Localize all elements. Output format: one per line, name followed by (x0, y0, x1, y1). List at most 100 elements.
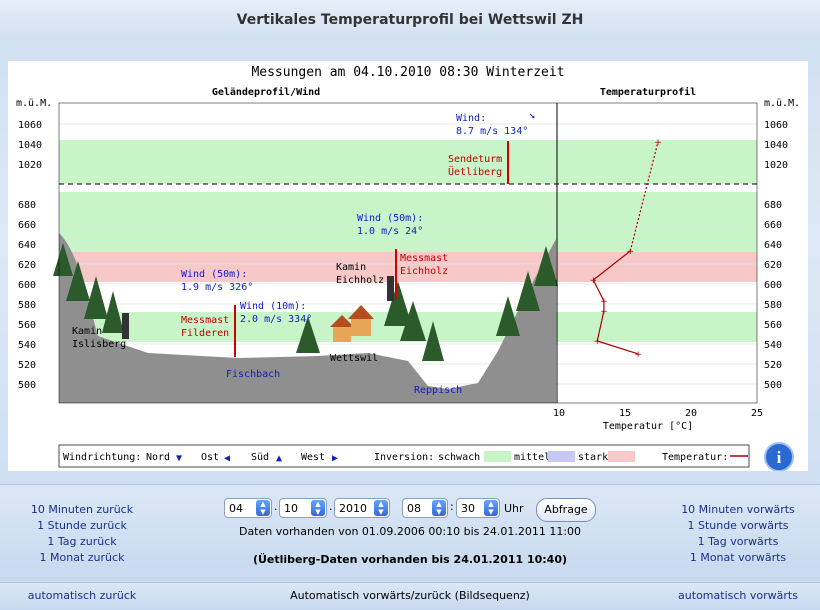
kamin-islisberg-label-1: Kamin (72, 326, 102, 337)
uetliberg-availability: (Üetliberg-Daten vorhanden bis 24.01.201… (252, 553, 568, 566)
altitude-tick-left: 600 (18, 280, 36, 291)
messmast-filderen-label-1: Messmast (181, 315, 229, 326)
back-1h-link[interactable]: 1 Stunde zurück (37, 519, 127, 532)
uhr-label: Uhr (504, 502, 524, 515)
abfrage-button[interactable]: Abfrage (536, 498, 596, 522)
altitude-tick-right: 1020 (764, 160, 788, 171)
kamin-eichholz-label-2: Eichholz (336, 275, 384, 286)
back-1m-link[interactable]: 1 Monat zurück (39, 551, 125, 564)
year-select[interactable]: 2010 ▲ ▼ (334, 498, 390, 518)
legend-mittel: mittel (514, 452, 550, 463)
altitude-tick-left: 660 (18, 220, 36, 231)
altitude-tick-left: 1020 (18, 160, 42, 171)
minute-spinner-icon: ▲ ▼ (484, 500, 498, 516)
wind50-label-1: Wind (50m): (357, 213, 423, 224)
messmast-filderen-label-2: Filderen (181, 328, 229, 339)
year-value: 2010 (339, 502, 367, 515)
legend-wind-label: Windrichtung: (63, 452, 141, 463)
availability-text: Daten vorhanden von 01.09.2006 00:10 bis… (238, 525, 582, 538)
temp-point: + (627, 247, 635, 257)
altitude-tick-right: 660 (764, 220, 782, 231)
trees (53, 243, 558, 361)
temp-tick-label: 15 (619, 408, 631, 419)
altitude-tick-left: 540 (18, 340, 36, 351)
hour-value: 08 (407, 502, 421, 515)
temp-tick-label: 10 (553, 408, 565, 419)
sendeturm-label: Sendeturm (448, 154, 502, 165)
legend-box (58, 444, 750, 468)
legend-schwach-swatch (484, 451, 511, 462)
temp-point: + (634, 350, 642, 360)
temp-segment (592, 250, 631, 281)
auto-sequence-bar: automatisch zurück Automatisch vorwärts/… (0, 582, 820, 610)
arrow-down-icon: ▼ (176, 453, 182, 464)
altitude-tick-right: 540 (764, 340, 782, 351)
wind50-label-2: Wind (50m): (181, 269, 247, 280)
reppisch-label: Reppisch (414, 385, 462, 396)
temp-point: + (590, 276, 598, 286)
temperature-axis: 10 15 20 25 (553, 408, 763, 419)
village-houses (330, 305, 374, 342)
forward-1m-link[interactable]: 1 Monat vorwärts (689, 551, 787, 564)
temp-segment (629, 141, 659, 252)
auto-forward-link[interactable]: automatisch vorwärts (678, 589, 798, 602)
kamin-islisberg-marker (122, 313, 129, 339)
month-select[interactable]: 10 ▲ ▼ (279, 498, 327, 518)
year-spinner-icon: ▲ ▼ (374, 500, 388, 516)
wind-top-label: Wind: (456, 113, 486, 124)
kamin-islisberg-label-2: Islisberg (72, 339, 126, 350)
auto-sequence-label: Automatisch vorwärts/zurück (Bildsequenz… (290, 589, 530, 602)
forward-1h-link[interactable]: 1 Stunde vorwärts (687, 519, 789, 532)
back-1d-link[interactable]: 1 Tag zurück (47, 535, 117, 548)
day-select[interactable]: 04 ▲ ▼ (224, 498, 272, 518)
temp-segment (596, 310, 605, 342)
forward-10min-link[interactable]: 10 Minuten vorwärts (681, 503, 795, 516)
wind50-values-2: 1.9 m/s 326° (181, 282, 253, 293)
wind10-label: Wind (10m): (240, 301, 306, 312)
altitude-tick-left: 640 (18, 240, 36, 251)
wind-top-values: 8.7 m/s 134° (456, 126, 528, 137)
chart-panel: Messungen am 04.10.2010 08:30 Winterzeit… (8, 61, 808, 472)
altitude-tick-right: 640 (764, 240, 782, 251)
uetliberg-label: Üetliberg (448, 165, 502, 178)
kamin-eichholz-label-1: Kamin (336, 262, 366, 273)
temperature-profile: +++++++ (590, 138, 662, 360)
hour-select[interactable]: 08 ▲ ▼ (402, 498, 448, 518)
legend-mittel-swatch (548, 451, 575, 462)
messmast-eichholz-label-2: Eichholz (400, 266, 448, 277)
altitude-tick-left: 1040 (18, 140, 42, 151)
legend-west: West (301, 452, 325, 463)
temp-point: + (600, 297, 608, 307)
legend-ost: Ost (201, 452, 219, 463)
temp-point: + (654, 138, 662, 148)
altitude-tick-right: 520 (764, 360, 782, 371)
legend-sud: Süd (251, 452, 269, 463)
minute-select[interactable]: 30 ▲ ▼ (456, 498, 500, 518)
altitude-tick-left: 680 (18, 200, 36, 211)
forward-1d-link[interactable]: 1 Tag vorwärts (697, 535, 779, 548)
altitude-tick-left: 560 (18, 320, 36, 331)
back-links: 10 Minuten zurück 1 Stunde zurück 1 Tag … (0, 503, 164, 564)
messmast-eichholz-label-1: Messmast (400, 253, 448, 264)
unit-right: m.ü.M. (764, 98, 800, 109)
wind-top-arrow-icon: ➘ (529, 111, 535, 122)
legend-stark-swatch (608, 451, 635, 462)
legend-inversion: Inversion: (374, 452, 434, 463)
plot-frame (58, 102, 758, 404)
altitude-tick-right: 500 (764, 380, 782, 391)
minute-value: 30 (461, 502, 475, 515)
terrain-profile (59, 233, 556, 403)
kamin-eichholz-marker (387, 276, 394, 301)
temp-tick-label: 25 (751, 408, 763, 419)
day-spinner-icon: ▲ ▼ (256, 500, 270, 516)
altitude-tick-right: 600 (764, 280, 782, 291)
month-value: 10 (284, 502, 298, 515)
measurement-title: Messungen am 04.10.2010 08:30 Winterzeit (251, 65, 564, 80)
info-button[interactable]: i (764, 442, 794, 472)
altitude-tick-right: 620 (764, 260, 782, 271)
auto-back-link[interactable]: automatisch zurück (27, 589, 137, 602)
back-10min-link[interactable]: 10 Minuten zurück (30, 503, 134, 516)
band-stark (59, 252, 757, 282)
temp-segment (592, 279, 605, 302)
profile-chart: Messungen am 04.10.2010 08:30 Winterzeit… (16, 65, 800, 472)
